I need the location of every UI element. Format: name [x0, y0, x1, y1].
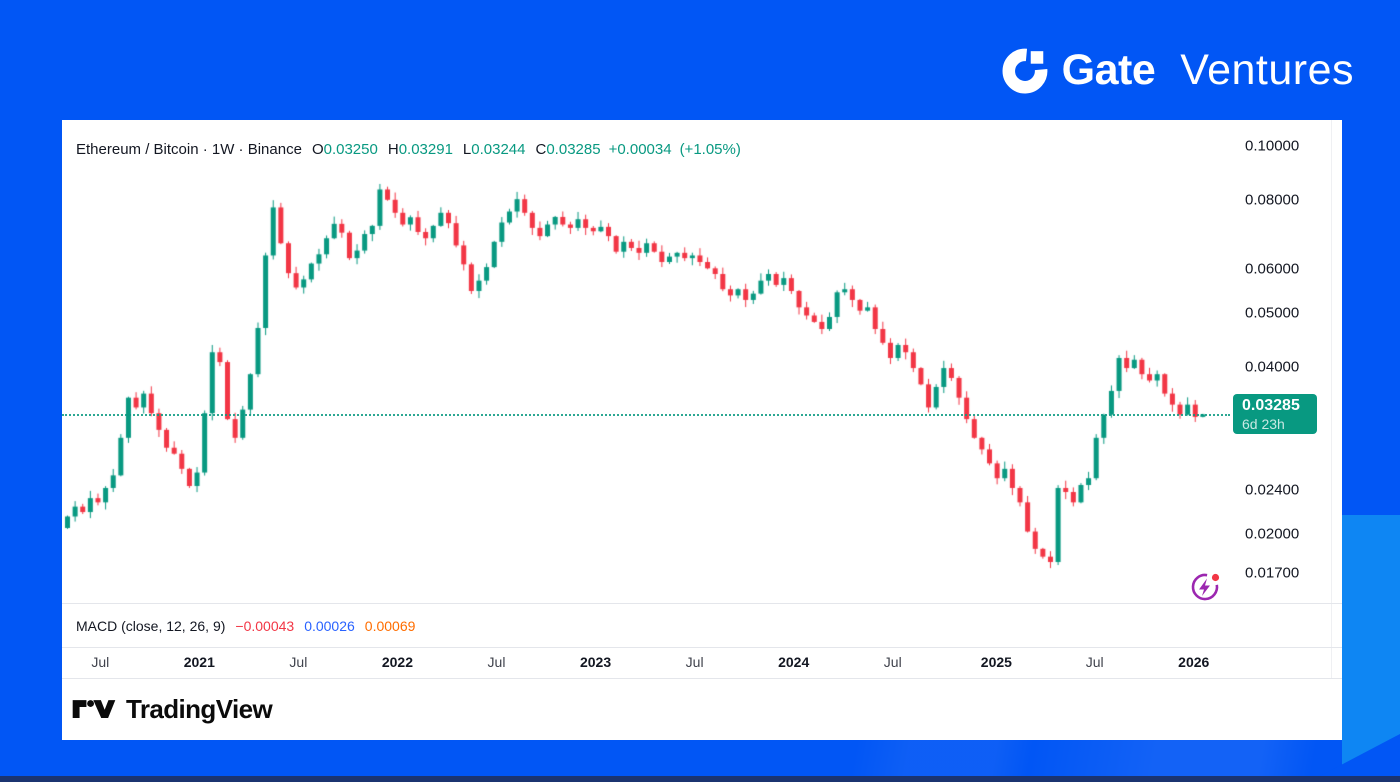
time-tick: 2023	[579, 654, 612, 670]
chart-panel: Ethereum / Bitcoin · 1W · Binance O0.032…	[62, 120, 1342, 740]
gate-wordmark: Gate	[1061, 46, 1156, 94]
badge-countdown: 6d 23h	[1242, 416, 1285, 433]
gate-logo-icon	[1001, 47, 1049, 95]
time-tick: Jul	[685, 654, 704, 670]
price-tick: 0.02400	[1245, 481, 1300, 499]
macd-indicator-row: MACD (close, 12, 26, 9) −0.00043 0.00026 0…	[76, 615, 415, 637]
bg-lightblue-shape	[1342, 515, 1400, 776]
price-tick: 0.01700	[1245, 564, 1300, 582]
bg-corner-wedge	[1320, 734, 1400, 776]
price-tick: 0.08000	[1245, 191, 1300, 209]
ventures-wordmark: Ventures	[1180, 46, 1354, 94]
price-pane[interactable]	[62, 120, 1230, 603]
price-tick: 0.06000	[1245, 260, 1300, 278]
macd-values: −0.00043 0.00026 0.00069	[225, 618, 415, 634]
time-tick: Jul	[883, 654, 902, 670]
macd-value: 0.00069	[364, 618, 416, 634]
timeaxis-separator	[62, 647, 1342, 648]
time-tick: Jul	[91, 654, 110, 670]
time-tick: 2021	[183, 654, 215, 670]
gate-ventures-logo: Gate Ventures	[1001, 46, 1354, 95]
time-tick: Jul	[289, 654, 308, 670]
tradingview-attribution[interactable]: TradingView	[72, 678, 472, 740]
badge-price: 0.03285	[1242, 397, 1300, 415]
macd-label: MACD (close, 12, 26, 9)	[76, 618, 226, 634]
time-tick: 2026	[1178, 654, 1210, 670]
time-axis[interactable]: Jul 2021 Jul 2022 Jul 2023 Jul 2024 Jul 2025 Jul 20…	[62, 651, 1222, 677]
price-tick: 0.05000	[1245, 304, 1300, 322]
tradingview-logo-icon	[72, 694, 116, 724]
time-tick: 2025	[980, 654, 1012, 670]
tradingview-wordmark: TradingView	[126, 693, 273, 724]
candlestick-canvas[interactable]	[62, 120, 1222, 603]
time-tick: 2022	[381, 654, 414, 670]
time-tick: Jul	[487, 654, 506, 670]
current-price-line	[62, 414, 1230, 417]
price-tick: 0.02000	[1245, 525, 1300, 543]
price-tick: 0.10000	[1245, 137, 1300, 155]
footer-separator	[62, 678, 1342, 679]
macd-value: 0.00026	[304, 618, 355, 634]
axis-margin-line	[1331, 120, 1332, 678]
macd-value: −0.00043	[235, 618, 295, 634]
current-price-badge: 0.03285 6d 23h	[1233, 394, 1317, 435]
price-axis[interactable]: 0.10000 0.08000 0.06000 0.05000 0.04000 0.024…	[1245, 120, 1340, 603]
flash-icon[interactable]	[1188, 570, 1222, 604]
bg-diagonal-streaks	[520, 738, 1400, 776]
time-tick: 2024	[778, 654, 810, 670]
price-tick: 0.04000	[1245, 358, 1300, 376]
pane-separator	[62, 603, 1342, 604]
time-tick: Jul	[1085, 654, 1104, 670]
bg-navy-strip	[0, 776, 1400, 782]
